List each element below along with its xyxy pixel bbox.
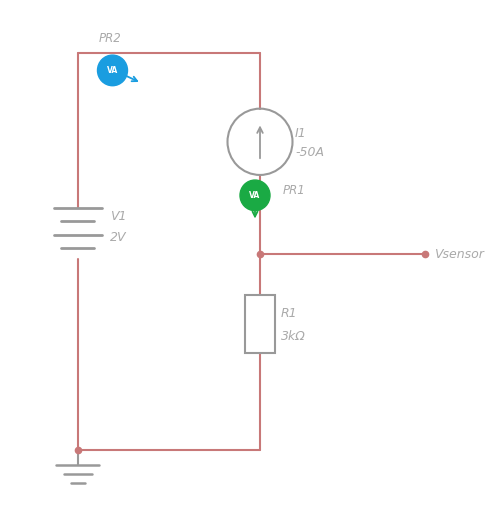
Text: R1: R1 <box>281 307 297 320</box>
Text: I1: I1 <box>295 127 307 140</box>
Text: VA: VA <box>250 190 260 200</box>
Text: 3kΩ: 3kΩ <box>281 329 306 342</box>
Circle shape <box>98 56 128 87</box>
Text: 2V: 2V <box>110 230 126 243</box>
Text: V1: V1 <box>110 210 126 223</box>
Text: VA: VA <box>107 66 118 75</box>
Circle shape <box>240 181 270 211</box>
Text: -50A: -50A <box>295 146 324 159</box>
Bar <box>245 295 275 354</box>
Text: PR2: PR2 <box>98 32 122 45</box>
Text: Vsensor: Vsensor <box>434 248 484 261</box>
Text: PR1: PR1 <box>282 183 306 196</box>
